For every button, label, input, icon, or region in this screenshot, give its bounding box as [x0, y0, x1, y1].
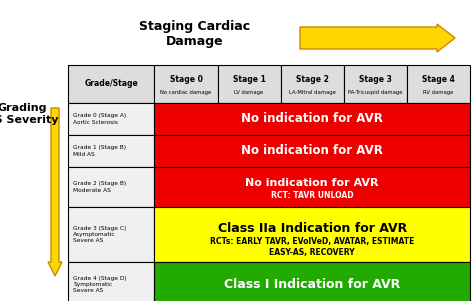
Text: RV damage: RV damage: [423, 90, 454, 95]
Text: LV damage: LV damage: [235, 90, 264, 95]
Bar: [155, 262, 470, 301]
Bar: [155, 135, 470, 167]
Bar: [281, 65, 344, 103]
Text: No indication for AVR: No indication for AVR: [241, 113, 383, 126]
Bar: [68, 262, 155, 301]
Text: Stage 1: Stage 1: [233, 75, 265, 84]
Bar: [68, 167, 155, 207]
Bar: [344, 65, 407, 103]
Text: Grade 3 (Stage C)
Asymptomatic
Severe AS: Grade 3 (Stage C) Asymptomatic Severe AS: [73, 226, 127, 243]
Bar: [68, 65, 155, 103]
Text: Stage 3: Stage 3: [359, 75, 392, 84]
Text: Grade 0 (Stage A)
Aortic Sclerosis: Grade 0 (Stage A) Aortic Sclerosis: [73, 113, 127, 125]
Text: RCT: TAVR UNLOAD: RCT: TAVR UNLOAD: [271, 191, 354, 200]
Text: No indication for AVR: No indication for AVR: [246, 178, 379, 188]
Text: PA-Tricuspid damage: PA-Tricuspid damage: [348, 90, 402, 95]
Text: Stage 4: Stage 4: [422, 75, 455, 84]
Bar: [68, 135, 155, 167]
Text: Grading: Grading: [0, 103, 47, 113]
Text: Grade 2 (Stage B)
Moderate AS: Grade 2 (Stage B) Moderate AS: [73, 182, 127, 193]
Bar: [155, 103, 470, 135]
Text: Grade 1 (Stage B)
Mild AS: Grade 1 (Stage B) Mild AS: [73, 145, 126, 157]
Text: LA-Mitral damage: LA-Mitral damage: [289, 90, 336, 95]
Text: RCTs: EARLY TAVR, EVolVeD, AVATAR, ESTIMATE
EASY-AS, RECOVERY: RCTs: EARLY TAVR, EVolVeD, AVATAR, ESTIM…: [210, 237, 414, 257]
Bar: [68, 103, 155, 135]
FancyArrow shape: [300, 24, 455, 52]
FancyArrow shape: [48, 108, 62, 276]
Bar: [68, 207, 155, 262]
Text: Grade/Stage: Grade/Stage: [84, 79, 138, 88]
Text: Grade 4 (Stage D)
Symptomatic
Severe AS: Grade 4 (Stage D) Symptomatic Severe AS: [73, 276, 127, 293]
Bar: [218, 65, 281, 103]
Text: Staging Cardiac
Damage: Staging Cardiac Damage: [139, 20, 251, 48]
Text: No cardiac damage: No cardiac damage: [160, 90, 211, 95]
Text: AS Severity: AS Severity: [0, 115, 58, 125]
Text: Stage 0: Stage 0: [170, 75, 202, 84]
Text: Class I Indication for AVR: Class I Indication for AVR: [224, 278, 401, 291]
Bar: [155, 65, 218, 103]
Text: Stage 2: Stage 2: [296, 75, 328, 84]
Bar: [155, 207, 470, 262]
Bar: [155, 167, 470, 207]
Bar: [407, 65, 470, 103]
Text: Class IIa Indication for AVR: Class IIa Indication for AVR: [218, 222, 407, 235]
Text: No indication for AVR: No indication for AVR: [241, 144, 383, 157]
